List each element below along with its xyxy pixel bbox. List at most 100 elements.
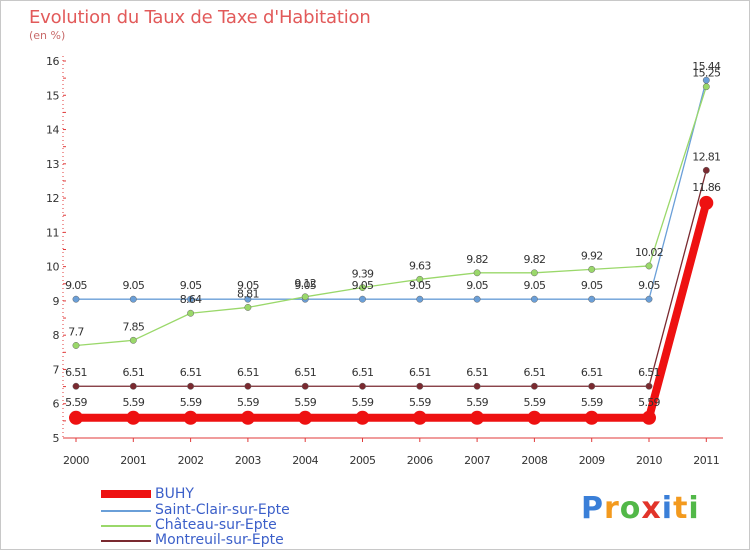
data-point (359, 284, 366, 291)
data-point (359, 382, 366, 390)
legend-swatch-chateau (101, 525, 151, 527)
y-tick-label: 7 (53, 363, 60, 376)
data-point (473, 382, 481, 390)
x-tick-label: 2006 (407, 454, 433, 467)
data-point (244, 303, 252, 311)
y-tick-label: 15 (46, 89, 59, 102)
data-label: 5.59 (237, 396, 259, 409)
data-label: 6.51 (65, 366, 87, 379)
data-point (588, 295, 596, 303)
data-label: 9.63 (409, 259, 431, 272)
x-tick-label: 2008 (521, 454, 547, 467)
data-label: 9.12 (294, 277, 316, 290)
legend-label-saint-clair: Saint-Clair-sur-Epte (155, 502, 290, 518)
data-point (702, 166, 710, 174)
data-point (584, 410, 599, 425)
data-label: 5.59 (352, 396, 374, 409)
data-point (530, 382, 538, 390)
x-tick-label: 2011 (693, 454, 719, 467)
legend-label-buhy: BUHY (155, 486, 194, 502)
data-label: 6.51 (122, 366, 144, 379)
data-label: 5.59 (466, 396, 488, 409)
data-label: 5.59 (581, 396, 603, 409)
legend-label-montreuil: Montreuil-sur-Epte (155, 532, 284, 548)
logo-letter: i (688, 491, 700, 526)
data-point (187, 309, 195, 317)
legend-swatch-saint-clair (101, 510, 151, 512)
data-label: 6.51 (180, 366, 202, 379)
series-line-saint-clair-sur-epte (76, 80, 707, 300)
x-tick-label: 2003 (235, 454, 261, 467)
data-label: 15.44 (692, 60, 721, 73)
data-point (129, 382, 137, 390)
data-label: 11.86 (692, 181, 721, 194)
data-point (244, 295, 252, 303)
logo-letter: P (581, 491, 604, 526)
data-point (645, 382, 653, 390)
data-point (416, 382, 424, 390)
data-point (129, 336, 137, 344)
data-label: 6.51 (294, 366, 316, 379)
logo-letter: i (661, 491, 674, 526)
logo-letter: t (673, 491, 689, 526)
data-label: 15.25 (692, 67, 721, 80)
chart-title: Evolution du Taux de Taxe d'Habitation (29, 7, 371, 28)
data-point (72, 295, 80, 303)
data-label: 5.59 (294, 396, 316, 409)
data-point (72, 342, 80, 349)
data-point (359, 295, 366, 303)
data-point (473, 269, 481, 277)
data-label: 9.05 (352, 279, 374, 292)
data-label: 9.05 (409, 279, 431, 292)
x-tick-label: 2007 (464, 454, 490, 467)
data-point (416, 295, 424, 303)
data-point (416, 275, 424, 283)
data-point (129, 295, 137, 303)
data-label: 6.51 (352, 366, 374, 379)
data-point (240, 410, 255, 425)
legend-label-chateau: Château-sur-Epte (155, 517, 277, 533)
data-label: 5.59 (409, 396, 431, 409)
data-point (530, 269, 538, 277)
data-label: 5.59 (180, 396, 202, 409)
logo-letter: o (619, 491, 642, 526)
y-tick-label: 13 (46, 158, 59, 171)
data-label: 9.05 (581, 279, 603, 292)
series-line-montreuil-sur-epte (76, 170, 707, 387)
data-point (187, 295, 195, 303)
data-point (530, 295, 538, 303)
data-label: 12.81 (692, 150, 720, 163)
data-point (642, 410, 656, 425)
data-point (183, 410, 198, 425)
data-label: 5.59 (638, 396, 660, 409)
data-label: 5.59 (524, 396, 546, 409)
data-point (699, 195, 714, 210)
data-label: 8.64 (180, 293, 202, 306)
data-label: 6.51 (237, 366, 259, 379)
data-point (301, 382, 309, 390)
proxiti-logo: Proxiti (581, 491, 700, 526)
data-point (355, 410, 370, 425)
x-tick-label: 2000 (63, 454, 89, 467)
y-tick-label: 11 (46, 226, 59, 239)
logo-letter: x (641, 491, 662, 526)
data-label: 5.59 (65, 396, 87, 409)
data-label: 10.02 (635, 246, 663, 259)
x-tick-label: 2004 (292, 454, 318, 467)
data-label: 5.59 (122, 396, 144, 409)
y-tick-label: 8 (53, 329, 60, 342)
x-tick-label: 2009 (579, 454, 605, 467)
data-label: 6.51 (524, 366, 546, 379)
data-label: 9.39 (352, 268, 374, 281)
data-label: 9.82 (524, 253, 546, 266)
data-point (645, 262, 653, 270)
data-point (588, 382, 596, 390)
data-label: 9.05 (294, 279, 316, 292)
data-label: 7.85 (122, 320, 144, 333)
series-line-buhy (76, 201, 711, 422)
data-point (298, 410, 313, 425)
series-line-ch-teau-sur-epte (75, 86, 707, 347)
data-label: 9.05 (638, 279, 660, 292)
data-label: 6.51 (409, 366, 431, 379)
